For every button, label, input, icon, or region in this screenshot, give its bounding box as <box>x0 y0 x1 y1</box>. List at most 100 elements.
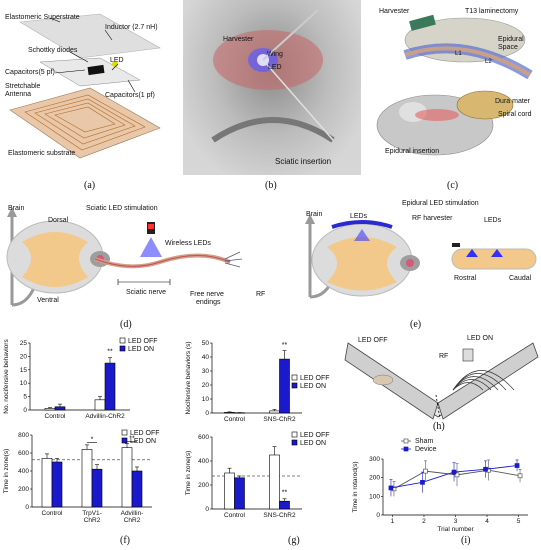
legend-swatch <box>291 439 298 446</box>
label-elastomeric-substrate: Elastomeric substrate <box>8 150 76 157</box>
y-tick-label: 20 <box>20 353 28 360</box>
panel-b-photo <box>183 0 361 175</box>
y-tick-label: 40 <box>202 354 210 361</box>
y-tick-label: 25 <box>20 340 28 347</box>
y-tick-label: 10 <box>202 396 210 403</box>
bar-led-on <box>91 468 103 508</box>
caption-f: (f) <box>120 535 130 546</box>
chart-g-bottom: 0 200 400 600 Time in zone(s) Control SNS-ChR2… <box>185 431 330 519</box>
caption-d: (d) <box>120 319 132 330</box>
bar-led-off <box>121 447 133 508</box>
panel-h-arena <box>344 342 539 420</box>
data-point-device <box>420 479 425 485</box>
y-tick-label: 400 <box>18 468 29 475</box>
label-rostral: Rostral <box>454 275 477 282</box>
bar-led-off <box>94 399 106 411</box>
label-l1: L1 <box>455 51 462 57</box>
y-tick-label: 200 <box>369 475 380 482</box>
legend-label: LED OFF <box>128 338 158 345</box>
chart-f-top: 0 5 10 15 20 25 No. nocifensive behaviors Contr… <box>3 337 158 420</box>
bar-led-off <box>81 449 93 508</box>
panel-a: Elastomeric Superstrate Inductor (2.7 nH… <box>0 0 180 195</box>
legend-label: Device <box>415 446 437 453</box>
panel-d: Brain Dorsal Sciatic LED stimulation Wir… <box>0 197 280 337</box>
label-leds-e2: LEDs <box>484 217 502 224</box>
panel-d-diagram <box>6 207 243 307</box>
significance-marker: ** <box>107 349 113 356</box>
bar-led-on <box>51 461 63 508</box>
legend-marker <box>403 438 409 444</box>
bar-led-off <box>269 410 280 414</box>
legend-swatch <box>121 429 128 436</box>
caption-h: (h) <box>433 421 445 432</box>
caption-a: (a) <box>84 180 96 191</box>
label-l2: L2 <box>485 59 492 65</box>
x-tick-label: Advillin- <box>121 510 144 517</box>
y-tick-label: 10 <box>20 380 28 387</box>
x-tick-label: TrpV1- <box>82 510 102 517</box>
panel-g: 0 10 20 30 40 50 Nocifensive behaviors (s) Cont… <box>182 335 342 550</box>
legend-swatch <box>291 382 298 389</box>
legend-swatch <box>119 337 126 344</box>
x-tick-label: Control <box>224 416 246 423</box>
data-point-device <box>514 463 520 468</box>
label-ventral: Ventral <box>37 297 59 304</box>
y-tick-label: 600 <box>198 434 209 441</box>
label-wireless-leds: Wireless LEDs <box>165 240 211 247</box>
y-tick-label: 400 <box>198 458 209 465</box>
x-tick-label: 3 <box>454 518 458 525</box>
significance-marker: ** <box>129 435 135 442</box>
data-point-sham <box>423 468 428 474</box>
caption-i: (i) <box>461 535 471 546</box>
y-axis-title: Nocifensive behaviors (s) <box>185 342 192 415</box>
bar-led-on <box>104 362 116 411</box>
y-tick-label: 0 <box>23 407 27 414</box>
label-t13-laminectomy: T13 laminectomy <box>465 8 519 15</box>
label-rf-h: RF <box>439 353 449 360</box>
y-tick-label: 0 <box>205 410 209 417</box>
label-capacitors-1pf: Capacitors(1 pf) <box>105 92 155 99</box>
legend-swatch <box>291 374 298 381</box>
label-epidural: Epidural <box>498 36 524 43</box>
legend-label: LED ON <box>300 383 326 390</box>
x-tick-label: 1 <box>391 518 395 525</box>
caption-e: (e) <box>410 319 422 330</box>
label-spiral-cord: Spiral cord <box>498 111 532 118</box>
y-tick-label: 15 <box>20 367 28 374</box>
x-tick-label: SNS-ChR2 <box>263 512 296 519</box>
bar-led-off <box>269 454 280 510</box>
label-rf-d: RF <box>256 291 266 298</box>
data-point-device <box>483 466 488 472</box>
legend-label: LED OFF <box>300 432 330 439</box>
panel-h: LED OFF LED ON RF (h) <box>343 335 541 435</box>
label-inductor: Inductor (2.7 nH) <box>105 24 158 31</box>
x-tick-label: 2 <box>422 518 426 525</box>
bar-led-off <box>41 458 53 508</box>
label-stretchable: Stretchable <box>5 83 41 90</box>
label-elastomeric-superstrate: Elastomeric Superstrate <box>5 14 80 21</box>
legend-label: LED ON <box>130 438 156 445</box>
bar-led-on <box>234 477 245 510</box>
panel-e-diagram <box>305 214 537 299</box>
y-tick-label: 300 <box>369 456 380 463</box>
y-tick-label: 20 <box>202 382 210 389</box>
legend-label: Sham <box>415 438 433 445</box>
bar-led-on <box>54 406 66 411</box>
label-sciatic-led-stimulation: Sciatic LED stimulation <box>86 205 158 212</box>
label-sciatic-nerve: Sciatic nerve <box>126 289 167 296</box>
x-tick-label: Control <box>45 413 67 420</box>
panel-a-device-illustration <box>9 13 161 159</box>
caption-g: (g) <box>288 535 300 546</box>
y-tick-label: 200 <box>18 486 29 493</box>
panel-i: 0 100 200 300 1 2 3 4 5 Trial number Time in rotar… <box>343 437 541 550</box>
label-antenna: Antenna <box>5 91 32 98</box>
legend-swatch <box>291 431 298 438</box>
y-tick-label: 100 <box>369 493 380 500</box>
x-tick-label: Control <box>42 510 64 517</box>
y-tick-label: 200 <box>198 482 209 489</box>
caption-c: (c) <box>447 180 459 191</box>
legend-label: LED ON <box>128 346 154 353</box>
x-tick-label: ChR2 <box>84 517 101 524</box>
label-caudal: Caudal <box>509 275 532 282</box>
label-schottky-diodes: Schottky diodes <box>28 47 78 54</box>
